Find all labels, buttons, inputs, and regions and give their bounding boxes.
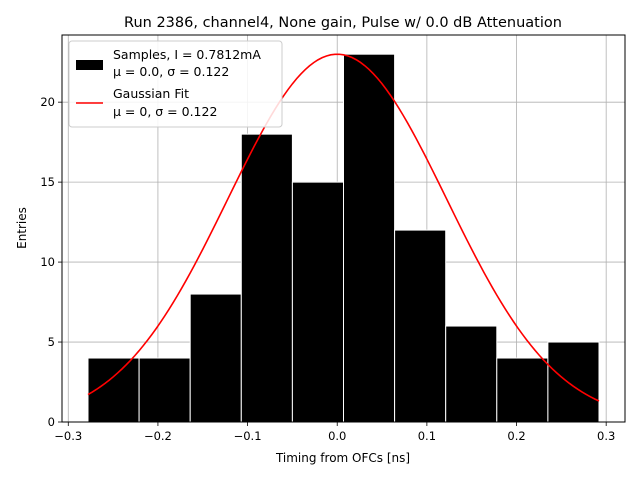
x-tick-label: −0.3 [54, 429, 82, 443]
y-tick-label: 20 [40, 95, 55, 109]
y-axis-label: Entries [15, 207, 29, 249]
histogram-bars [87, 53, 600, 423]
histogram-bar [240, 133, 293, 423]
chart-title: Run 2386, channel4, None gain, Pulse w/ … [124, 15, 562, 31]
histogram-bar [496, 357, 549, 423]
x-tick-label: 0.2 [507, 429, 525, 443]
histogram-bar [343, 53, 396, 423]
histogram-bar [394, 229, 447, 423]
y-tick-label: 0 [48, 415, 55, 429]
legend: Samples, I = 0.7812mA μ = 0.0, σ = 0.122… [68, 40, 283, 128]
y-tick-label: 15 [40, 175, 55, 189]
histogram-bar [189, 293, 242, 423]
histogram-bar [547, 341, 600, 423]
x-axis-ticks: −0.3 −0.2 −0.1 0.0 0.1 0.2 0.3 [54, 422, 615, 443]
x-axis-label: Timing from OFCs [ns] [275, 451, 410, 465]
histogram-bar [445, 325, 498, 423]
legend-fit-label: Gaussian Fit [113, 86, 189, 101]
x-tick-label: −0.1 [234, 429, 262, 443]
x-tick-label: 0.1 [418, 429, 436, 443]
legend-samples-swatch [76, 60, 103, 70]
y-tick-label: 5 [48, 335, 55, 349]
x-tick-label: −0.2 [144, 429, 172, 443]
x-tick-label: 0.3 [597, 429, 615, 443]
gaussian-fit-line [87, 53, 600, 402]
legend-box [68, 40, 283, 128]
y-tick-label: 10 [40, 255, 55, 269]
x-tick-label: 0.0 [328, 429, 346, 443]
histogram-bar [138, 357, 191, 423]
legend-samples-label: Samples, I = 0.7812mA [113, 47, 261, 62]
legend-samples-stats: μ = 0.0, σ = 0.122 [113, 64, 229, 79]
y-axis-ticks: 0 5 10 15 20 [40, 95, 62, 429]
histogram-bar [291, 181, 345, 423]
legend-fit-stats: μ = 0, σ = 0.122 [113, 104, 217, 119]
plot-frame [61, 34, 626, 423]
